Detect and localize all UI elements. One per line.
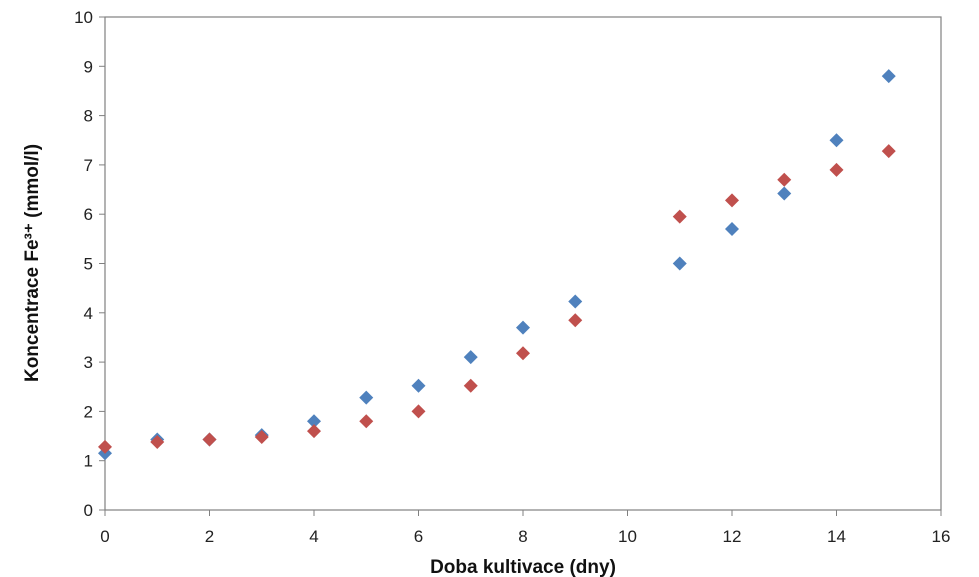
- data-point-series-2: [254, 430, 269, 445]
- y-tick-label: 10: [74, 8, 93, 27]
- y-tick-label: 9: [84, 57, 93, 76]
- data-point-series-2: [881, 144, 896, 159]
- data-point-series-2: [463, 378, 478, 393]
- data-point-series-1: [725, 221, 739, 236]
- y-axis-ticks: 0 1 2 3 4 5 6 7 8 9 10: [74, 8, 105, 520]
- data-point-series-2: [150, 434, 165, 449]
- x-tick-label: 10: [618, 527, 637, 546]
- data-point-series-2: [202, 432, 217, 447]
- data-point-series-1: [777, 186, 792, 201]
- y-tick-label: 6: [84, 205, 93, 224]
- data-point-series-1: [568, 294, 583, 309]
- y-axis-title: Koncentrace Fe³⁺ (mmol/l): [22, 144, 43, 382]
- data-point-series-2: [568, 313, 583, 328]
- y-tick-label: 5: [84, 255, 93, 274]
- x-axis-ticks: 0 2 4 6 8 10 12 14 16: [100, 510, 950, 546]
- x-tick-label: 8: [518, 527, 527, 546]
- data-point-series-1: [881, 69, 896, 84]
- x-tick-label: 4: [309, 527, 318, 546]
- y-tick-label: 8: [84, 107, 93, 126]
- data-point-series-2: [307, 424, 321, 439]
- data-point-series-2: [411, 404, 426, 419]
- y-tick-label: 1: [84, 452, 93, 471]
- data-point-series-2: [829, 162, 844, 177]
- x-axis-title: Doba kultivace (dny): [430, 557, 616, 577]
- data-point-series-1: [359, 390, 374, 405]
- data-point-series-1: [463, 350, 478, 365]
- data-point-series-2: [98, 439, 112, 454]
- data-point-series-2: [672, 209, 687, 224]
- y-tick-label: 0: [84, 501, 93, 520]
- x-tick-label: 0: [100, 527, 109, 546]
- data-point-series-2: [777, 172, 792, 187]
- data-point-series-2: [516, 346, 530, 361]
- data-point-series-1: [516, 320, 530, 335]
- data-point-series-2: [359, 414, 374, 429]
- data-points: [98, 69, 896, 461]
- data-point-series-1: [307, 414, 321, 429]
- x-tick-label: 16: [932, 527, 951, 546]
- y-tick-label: 7: [84, 156, 93, 175]
- x-tick-label: 12: [723, 527, 742, 546]
- y-tick-label: 2: [84, 402, 93, 421]
- plot-area: [104, 16, 942, 511]
- data-point-series-1: [411, 378, 426, 393]
- x-tick-label: 6: [414, 527, 423, 546]
- y-tick-label: 4: [84, 304, 93, 323]
- data-point-series-1: [829, 133, 844, 148]
- data-point-series-1: [672, 256, 687, 271]
- data-point-series-2: [725, 193, 739, 208]
- x-tick-label: 14: [827, 527, 846, 546]
- y-tick-label: 3: [84, 353, 93, 372]
- x-tick-label: 2: [205, 527, 214, 546]
